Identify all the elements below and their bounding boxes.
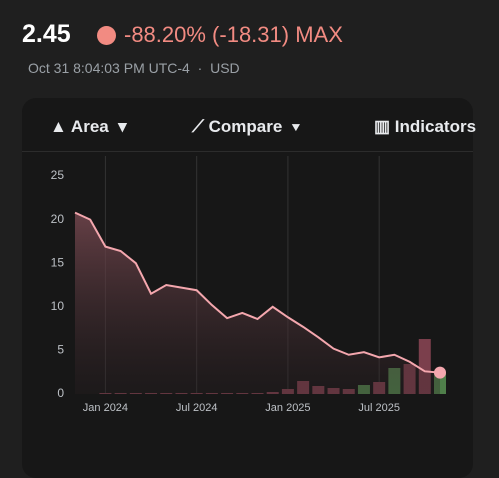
label: Compare <box>208 117 283 136</box>
timestamp: Oct 31 8:04:03 PM UTC-4 <box>28 60 190 76</box>
subtitle: Oct 31 8:04:03 PM UTC-4 · USD <box>28 60 240 76</box>
separator <box>22 151 473 152</box>
label: Indicators <box>394 117 477 136</box>
range: MAX <box>295 22 343 47</box>
price: 2.45 <box>22 20 71 48</box>
y-tick-label: 20 <box>51 212 65 226</box>
change-value: -88.20% (-18.31) <box>124 22 290 47</box>
down-icon <box>97 26 116 45</box>
area-fill <box>75 212 440 394</box>
label: Area <box>70 117 109 136</box>
change: -88.20% (-18.31) MAX <box>124 22 343 48</box>
x-tick-label: Jan 2025 <box>265 402 310 414</box>
y-tick-label: 10 <box>51 299 65 313</box>
last-point <box>434 366 446 379</box>
x-tick-label: Jul 2025 <box>358 402 400 414</box>
area-button[interactable]: ▲ Area ▾ <box>50 117 127 136</box>
indicators-button[interactable]: ▥ Indicators <box>374 117 477 136</box>
compare-button[interactable]: ⟋ Compare ▾ <box>192 117 301 136</box>
page: {"header":{"price":"2.45","change":"-88.… <box>22 20 477 414</box>
chart: 0 5 10 15 20 25 Jan 2024 Jul 2024 Jan 2025 Jul 20… <box>51 156 446 414</box>
currency: USD <box>210 60 240 76</box>
price-line <box>74 211 441 374</box>
y-tick-label: 0 <box>57 386 64 400</box>
x-tick-label: Jan 2024 <box>83 402 128 414</box>
y-tick-label: 25 <box>51 168 65 182</box>
y-tick-label: 5 <box>57 343 64 357</box>
x-tick-label: Jul 2024 <box>176 402 218 414</box>
y-tick-label: 15 <box>51 255 65 269</box>
